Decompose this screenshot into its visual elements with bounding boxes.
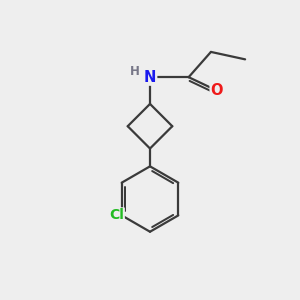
Text: H: H [130,65,140,78]
Text: O: O [211,83,223,98]
Text: Cl: Cl [109,208,124,222]
Text: N: N [144,70,156,85]
